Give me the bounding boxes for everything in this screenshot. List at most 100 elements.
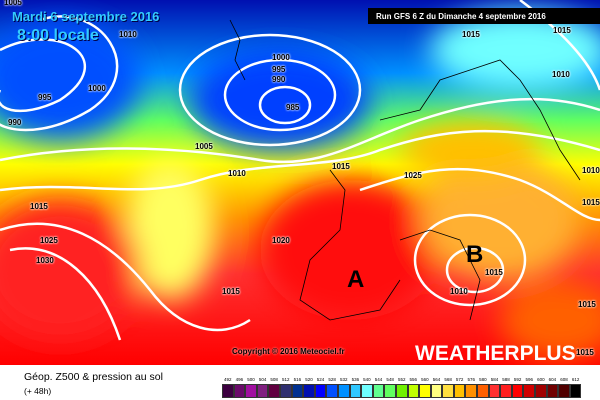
scale-swatch <box>535 384 547 398</box>
scale-tick-label: 552 <box>397 377 406 382</box>
isobar-label: 1020 <box>272 236 290 245</box>
isobar-label: 1000 <box>272 53 290 62</box>
isobar-label: 1010 <box>582 166 600 175</box>
isobar-label: 1015 <box>576 348 594 357</box>
scale-swatch <box>256 384 269 398</box>
isobar-label: 1015 <box>332 162 350 171</box>
scale-step: 516 <box>291 376 304 398</box>
scale-step: 604 <box>546 376 559 398</box>
scale-swatch <box>326 384 338 398</box>
scale-step: 608 <box>558 376 570 398</box>
scale-tick-label: 580 <box>479 377 487 382</box>
scale-tick-label: 572 <box>455 377 464 382</box>
isobar-label: 1010 <box>450 287 468 296</box>
scale-step: 592 <box>511 376 524 398</box>
scale-tick-label: 576 <box>467 377 476 382</box>
scale-tick-label: 604 <box>548 377 557 382</box>
isobar-label: 1015 <box>222 287 240 296</box>
scale-swatch <box>465 384 478 398</box>
scale-swatch <box>245 384 257 398</box>
scale-tick-label: 532 <box>339 377 348 382</box>
scale-tick-label: 612 <box>571 377 580 382</box>
scale-swatch <box>337 384 350 398</box>
scale-step: 548 <box>384 376 396 398</box>
scale-step: 588 <box>500 376 512 398</box>
scale-swatch <box>303 384 315 398</box>
scale-swatch <box>430 384 443 398</box>
scale-step: 504 <box>256 376 269 398</box>
scale-tick-label: 500 <box>247 377 255 382</box>
scale-step: 532 <box>337 376 350 398</box>
scale-tick-label: 508 <box>270 377 278 382</box>
scale-swatch <box>511 384 524 398</box>
scale-tick-label: 544 <box>374 377 383 382</box>
scale-swatch <box>384 384 396 398</box>
scale-tick-label: 536 <box>351 377 360 382</box>
scale-swatch <box>477 384 489 398</box>
isobar-label: 1010 <box>228 169 246 178</box>
scale-tick-label: 528 <box>328 377 336 382</box>
isobar-label: 995 <box>272 65 286 74</box>
scale-swatch <box>395 384 408 398</box>
isobar-label: 990 <box>8 118 22 127</box>
scale-swatch <box>419 384 431 398</box>
brand-logo: WEATHERPLUS <box>415 342 576 365</box>
scale-swatch <box>558 384 570 398</box>
scale-swatch <box>500 384 512 398</box>
isobar-label: 1005 <box>4 0 22 7</box>
scale-tick-label: 520 <box>305 377 313 382</box>
scale-tick-label: 588 <box>502 377 510 382</box>
scale-step: 576 <box>465 376 478 398</box>
isobars <box>0 0 600 340</box>
copyright: Copyright © 2016 Meteociel.fr <box>232 347 345 356</box>
scale-swatch <box>268 384 280 398</box>
scale-tick-label: 584 <box>490 377 499 382</box>
legend-title: Géop. Z500 & pression au sol <box>24 371 163 383</box>
scale-step: 600 <box>535 376 547 398</box>
scale-tick-label: 556 <box>409 377 418 382</box>
scale-step: 500 <box>245 376 257 398</box>
scale-swatch <box>442 384 454 398</box>
isobar-label: 995 <box>38 93 52 102</box>
isobar-label: 1015 <box>578 300 596 309</box>
scale-tick-label: 496 <box>235 377 244 382</box>
scale-step: 544 <box>372 376 385 398</box>
scale-swatch <box>453 384 466 398</box>
scale-swatch <box>233 384 246 398</box>
isobar-label: 1015 <box>485 268 503 277</box>
isobar-label: 1015 <box>582 198 600 207</box>
scale-tick-label: 608 <box>560 377 568 382</box>
scale-swatch <box>546 384 559 398</box>
scale-tick-label: 596 <box>525 377 533 382</box>
color-scale: 492 496 500 504 508 512 516 520 524 528 532 536 540 5… <box>222 376 582 398</box>
scale-swatch <box>488 384 501 398</box>
scale-swatch <box>349 384 362 398</box>
legend-subtitle: (+ 48h) <box>24 386 52 396</box>
scale-tick-label: 568 <box>444 377 452 382</box>
scale-step: 596 <box>523 376 536 398</box>
scale-step: 536 <box>349 376 362 398</box>
scale-swatch <box>407 384 420 398</box>
coastlines <box>229 19 581 321</box>
scale-step: 512 <box>279 376 292 398</box>
model-run-label: Run GFS 6 Z du Dimanche 4 septembre 2016 <box>368 8 600 24</box>
scale-step: 496 <box>233 376 246 398</box>
scale-swatch <box>314 384 327 398</box>
isobar-label: 985 <box>286 103 300 112</box>
scale-step: 572 <box>453 376 466 398</box>
scale-tick-label: 492 <box>224 377 232 382</box>
forecast-hour: 8:00 locale <box>17 27 99 44</box>
scale-swatch <box>291 384 304 398</box>
scale-step: 564 <box>430 376 443 398</box>
low-pressure-marker: B <box>466 241 484 268</box>
scale-tick-label: 600 <box>537 377 545 382</box>
scale-step: 584 <box>488 376 501 398</box>
scale-step: 560 <box>419 376 431 398</box>
isobar-label: 1015 <box>30 202 48 211</box>
isobar-label: 1005 <box>195 142 213 151</box>
isobar-label: 1025 <box>404 171 422 180</box>
scale-tick-label: 512 <box>282 377 290 382</box>
scale-step: 520 <box>303 376 315 398</box>
scale-step: 556 <box>407 376 420 398</box>
isobar-label: 1010 <box>552 70 570 79</box>
